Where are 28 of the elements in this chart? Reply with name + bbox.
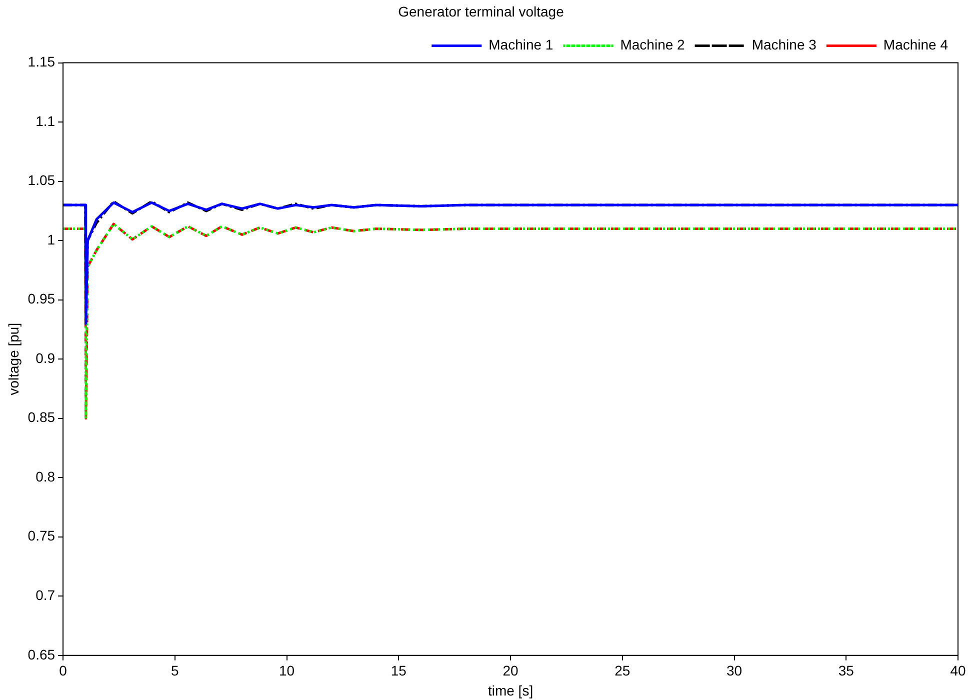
x-tick-label: 25 bbox=[614, 662, 630, 679]
y-tick-label: 0.7 bbox=[36, 587, 56, 603]
y-tick-label: 0.65 bbox=[28, 646, 56, 662]
y-axis-title: voltage [pu] bbox=[5, 322, 22, 396]
chart-title: Generator terminal voltage bbox=[398, 3, 564, 20]
y-tick-label: 0.95 bbox=[28, 290, 56, 307]
x-tick-label: 40 bbox=[950, 662, 966, 679]
y-tick-label: 0.85 bbox=[28, 409, 56, 426]
y-tick-label: 0.75 bbox=[28, 528, 56, 544]
x-tick-label: 15 bbox=[390, 662, 407, 679]
y-tick-label: 0.9 bbox=[36, 350, 56, 366]
line-series bbox=[63, 222, 958, 420]
legend-label: Machine 3 bbox=[752, 36, 817, 53]
x-axis-title: time [s] bbox=[488, 682, 534, 698]
x-tick-label: 35 bbox=[838, 662, 854, 679]
x-tick-label: 0 bbox=[59, 662, 68, 679]
y-tick-label: 1.1 bbox=[36, 112, 56, 129]
x-tick-label: 30 bbox=[726, 662, 742, 679]
y-tick-label: 1.05 bbox=[28, 172, 56, 188]
y-tick-label: 0.8 bbox=[36, 468, 56, 484]
x-tick-label: 20 bbox=[502, 662, 519, 679]
x-tick-label: 10 bbox=[278, 662, 295, 679]
legend-label: Machine 2 bbox=[620, 36, 686, 53]
y-tick-label: 1 bbox=[47, 231, 56, 248]
legend-label: Machine 1 bbox=[488, 36, 554, 53]
x-tick-label: 5 bbox=[171, 662, 180, 679]
legend-label: Machine 4 bbox=[883, 36, 948, 53]
y-tick-label: 1.15 bbox=[28, 54, 56, 70]
